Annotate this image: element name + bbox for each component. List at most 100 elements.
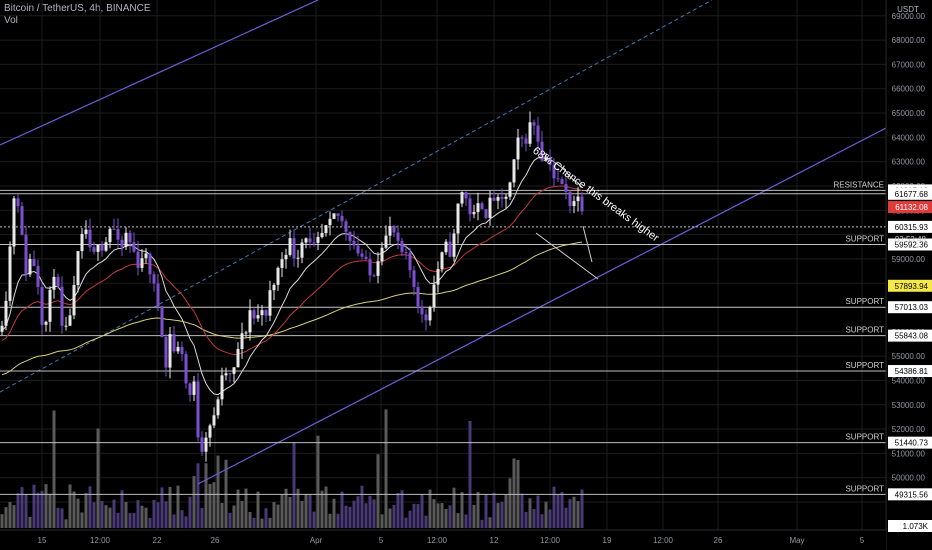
volume-bar (284, 488, 288, 528)
volume-bar (528, 498, 532, 528)
candle-body (460, 192, 464, 204)
volume-bar (572, 496, 576, 528)
candle-body (268, 290, 272, 316)
candle-body (252, 310, 256, 319)
candlesticks (0, 111, 584, 462)
candle-body (176, 346, 180, 352)
volume-bar (328, 513, 332, 528)
volume-bar (436, 503, 440, 528)
volume-bar (100, 501, 104, 528)
candle-body (224, 373, 228, 376)
x-tick-label: 12:00 (90, 536, 111, 545)
volume-bar (44, 484, 48, 528)
candle-body (432, 284, 436, 308)
volume-bar (148, 517, 152, 528)
level-label: SUPPORT (845, 484, 884, 493)
y-tick-label: 67000.00 (892, 60, 926, 69)
candle-body (140, 258, 144, 268)
volume-bar (472, 504, 476, 528)
candle-body (84, 229, 88, 234)
volume-bar (432, 499, 436, 528)
candle-body (60, 286, 64, 326)
candle-body (216, 399, 220, 416)
candle-body (276, 267, 280, 285)
volume-bar (400, 490, 404, 528)
volume-bar (492, 492, 496, 528)
x-tick-label: 26 (211, 536, 220, 545)
candle-body (308, 238, 312, 243)
volume-bar (60, 508, 64, 528)
candle-body (108, 228, 112, 243)
candle-body (408, 253, 412, 271)
candle-body (400, 240, 404, 253)
candle-body (232, 367, 236, 374)
x-tick-label: 15 (38, 536, 47, 545)
candle-body (200, 437, 204, 452)
y-tick-label: 51000.00 (892, 449, 926, 458)
candle-body (496, 197, 500, 201)
x-tick-label: 5 (379, 536, 384, 545)
volume-bar (304, 493, 308, 528)
candle-body (76, 251, 80, 285)
candle-body (152, 274, 156, 284)
volume-bar (16, 493, 20, 528)
volume-bar (360, 485, 364, 528)
candle-body (368, 258, 372, 276)
candle-body (36, 266, 40, 287)
volume-bar (84, 493, 88, 528)
candle-body (528, 122, 532, 144)
level-price-badge-bg (888, 436, 932, 449)
volume-bar (496, 503, 500, 528)
moving-averages (1, 157, 583, 396)
level-label: RESISTANCE (833, 180, 884, 189)
volume-bar (352, 500, 356, 528)
time-axis[interactable]: 15 12:00 22 26 Apr 5 12:00 12 12:00 19 12:00 26 May 5 (0, 529, 886, 550)
candle-body (580, 196, 584, 212)
volume-badge: 1.073K (903, 522, 929, 531)
ema-slow-line (1, 241, 583, 376)
candle-body (424, 314, 428, 321)
candle-body (412, 270, 416, 287)
candle-body (440, 252, 444, 269)
volume-bar (560, 491, 564, 528)
volume-bar (176, 485, 180, 528)
candle-body (220, 375, 224, 400)
volume-bar (368, 495, 372, 528)
volume-bar (116, 512, 120, 528)
current-price-badge: 61132.08 (895, 203, 928, 212)
candle-body (520, 137, 524, 139)
candle-body (240, 333, 244, 350)
candle-body (28, 259, 32, 275)
y-tick-label: 69000.00 (892, 12, 926, 21)
volume-bar (252, 517, 256, 528)
candle-body (136, 251, 140, 268)
candle-body (120, 239, 124, 247)
current-price-badge-bg (888, 201, 932, 214)
level-label: SUPPORT (845, 433, 884, 442)
volume-bar (108, 507, 112, 528)
volume-bar (204, 463, 208, 528)
level-price-badge: 60315.93 (895, 223, 929, 232)
candle-body (24, 234, 28, 275)
volume-bar (68, 484, 72, 528)
x-tick-label: 12:00 (653, 536, 674, 545)
candle-body (56, 276, 60, 287)
volume-bar (36, 492, 40, 528)
volume-bar (64, 519, 68, 528)
volume-bar (12, 505, 16, 528)
volume-bar (28, 516, 32, 528)
volume-bar (324, 486, 328, 528)
volume-bar (484, 494, 488, 528)
candle-body (100, 244, 104, 251)
volume-bar (256, 491, 260, 528)
volume-bar (552, 486, 556, 528)
countdown-label: 03:53:48 (895, 235, 927, 244)
volume-bar (512, 458, 516, 528)
candle-body (212, 415, 216, 426)
volume-bar (444, 508, 448, 528)
volume-bar (336, 513, 340, 528)
candle-body (104, 242, 108, 251)
price-axis[interactable]: USDT 71000.0070000.0069000.0068000.00670… (885, 0, 932, 550)
